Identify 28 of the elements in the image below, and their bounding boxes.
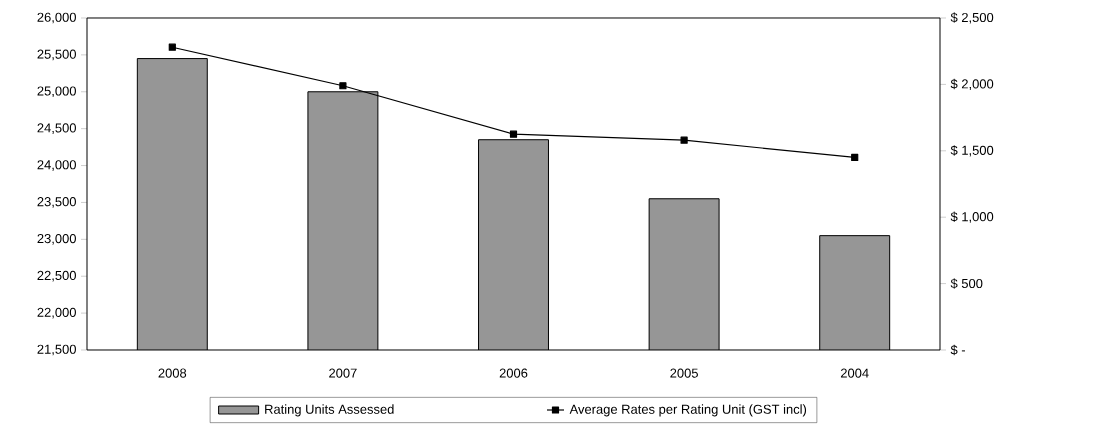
y-tick-label: 22,000 (37, 307, 76, 319)
point (339, 82, 347, 90)
y2-tick-label: $ - (950, 344, 966, 356)
x-tick-label: 2005 (670, 368, 698, 378)
y2-tick-label: $ 1,000 (950, 211, 994, 223)
y-tick-label: 24,000 (37, 160, 76, 171)
y-tick-label: 23,500 (37, 197, 76, 208)
point (168, 43, 176, 51)
y-tick-label: 21,500 (37, 344, 76, 356)
y-tick-label: 25,500 (37, 49, 76, 61)
y2-tick-label: $ 2,000 (950, 78, 994, 91)
x-tick-label: 2008 (158, 368, 187, 378)
y-tick-label: 22,500 (37, 270, 76, 282)
y-tick-label: 24,500 (37, 123, 76, 135)
y-tick-label: 23,000 (37, 233, 76, 245)
y2-tick-label: $ 1,500 (950, 145, 994, 157)
point (509, 130, 518, 138)
x-tick-label: 2007 (329, 368, 357, 378)
x-tick-label: 2006 (499, 368, 528, 378)
y2-tick-label: $ 500 (950, 278, 983, 289)
y-tick-label: 25,000 (37, 86, 76, 98)
y2-tick-label: $ 2,500 (950, 12, 994, 24)
point (851, 153, 859, 162)
x-tick-label: 2004 (840, 368, 869, 378)
legend-label: Rating Units Assessed (265, 404, 394, 417)
y-tick-label: 26,000 (37, 12, 76, 24)
point (680, 136, 688, 144)
legend-label: Average Rates per Rating Unit (GST incl) (569, 404, 807, 417)
